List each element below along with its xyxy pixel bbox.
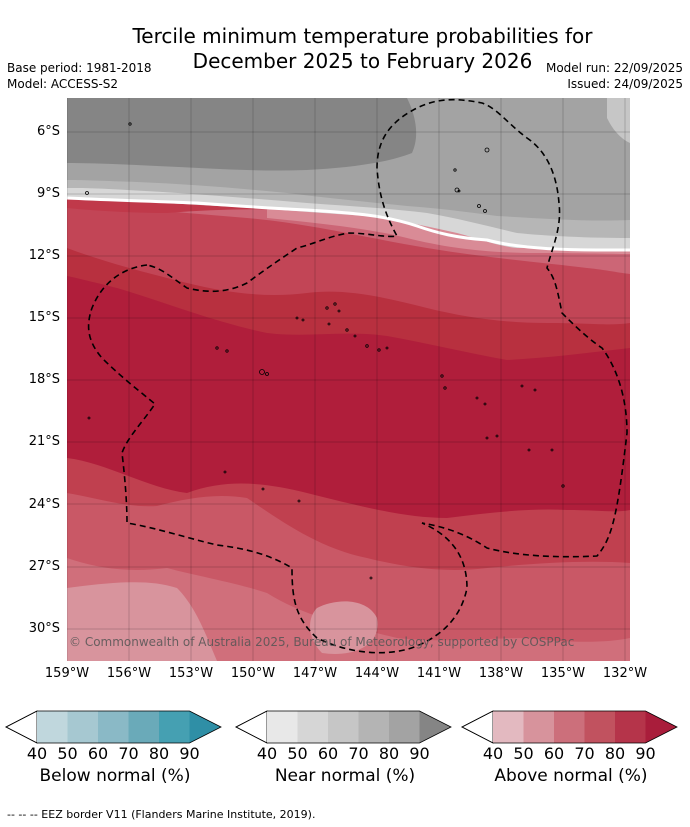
legend-title-near: Near normal (%)	[274, 766, 416, 786]
colorbar-near-highend	[419, 711, 451, 743]
copyright-text: © Commonwealth of Australia 2025, Bureau…	[69, 635, 574, 649]
colorbar-near-40	[267, 711, 298, 743]
colorbar-below-highend	[189, 711, 221, 743]
eez-borders	[87, 98, 628, 654]
tick-near-70: 70	[348, 744, 369, 763]
meta-left: Base period: 1981-2018 Model: ACCESS-S2	[7, 60, 152, 92]
band-south-east-pink	[310, 601, 378, 654]
tick-below-50: 50	[57, 744, 78, 763]
near-normal-dark-grey	[67, 98, 417, 171]
colorbar-near-50	[297, 711, 328, 743]
band-south-west-pink	[67, 582, 217, 661]
lat-label-6s: 6°S	[36, 124, 60, 139]
lon-label-159w: 159°W	[44, 666, 90, 681]
colorbar-above-80	[615, 711, 646, 743]
lat-label-12s: 12°S	[28, 248, 60, 263]
colorbar-above-40	[493, 711, 524, 743]
meta-right: Model run: 22/09/2025 Issued: 24/09/2025	[546, 60, 683, 92]
lat-label-21s: 21°S	[28, 434, 60, 449]
legend-near-normal: 40 50 60 70 80 90 Near normal (%)	[235, 710, 455, 786]
colorbar-near-lowend	[235, 710, 268, 744]
ticks-near-normal: 40 50 60 70 80 90	[235, 744, 455, 764]
lat-label-18s: 18°S	[28, 372, 60, 387]
tick-below-60: 60	[87, 744, 109, 763]
ticks-below-normal: 40 50 60 70 80 90	[5, 744, 225, 764]
tick-above-50: 50	[513, 744, 534, 763]
lon-label-132w: 132°W	[602, 666, 648, 681]
legend-title-below: Below normal (%)	[39, 766, 191, 786]
lon-label-156w: 156°W	[106, 666, 152, 681]
graticule	[67, 98, 630, 661]
colorbar-above-lowend	[461, 710, 494, 744]
lon-label-141w: 141°W	[416, 666, 462, 681]
lon-label-153w: 153°W	[168, 666, 214, 681]
tick-below-90: 90	[179, 744, 200, 763]
colorbar-below-60	[98, 711, 129, 743]
map-title: Tercile minimum temperature probabilitie…	[0, 24, 690, 74]
issued-date: Issued: 24/09/2025	[567, 77, 683, 91]
colorbar-near-80	[389, 711, 420, 743]
tick-above-80: 80	[604, 744, 626, 763]
white-transition-line	[67, 196, 630, 252]
colorbar-below-lowend	[5, 710, 38, 744]
legend-above-normal: 40 50 60 70 80 90 Above normal (%)	[461, 710, 681, 786]
islands	[85, 122, 565, 580]
colorbar-below-50	[67, 711, 98, 743]
near-normal-light-patch-east	[607, 98, 630, 143]
colorbar-above-normal	[461, 710, 678, 744]
lon-label-147w: 147°W	[292, 666, 338, 681]
colorbar-near-70	[358, 711, 389, 743]
lon-label-150w: 150°W	[230, 666, 276, 681]
tick-above-60: 60	[543, 744, 565, 763]
colorbar-below-normal	[5, 710, 222, 744]
tick-near-40: 40	[256, 744, 278, 763]
lon-label-144w: 144°W	[354, 666, 400, 681]
colorbar-below-70	[128, 711, 159, 743]
eez-french-polynesia	[87, 98, 628, 654]
eez-footnote: -- -- -- EEZ border V11 (Flanders Marine…	[7, 808, 316, 821]
tick-near-80: 80	[378, 744, 400, 763]
colorbar-near-normal	[235, 710, 452, 744]
base-period: Base period: 1981-2018	[7, 61, 152, 75]
lat-label-24s: 24°S	[28, 497, 60, 512]
legend-title-above: Above normal (%)	[494, 766, 648, 786]
tick-below-70: 70	[118, 744, 139, 763]
title-line-1: Tercile minimum temperature probabilitie…	[132, 24, 593, 48]
legend-below-normal: 40 50 60 70 80 90 Below normal (%)	[5, 710, 225, 786]
tick-near-90: 90	[409, 744, 430, 763]
tick-above-90: 90	[635, 744, 656, 763]
tick-near-50: 50	[287, 744, 308, 763]
colorbar-below-40	[37, 711, 68, 743]
tick-near-60: 60	[317, 744, 339, 763]
lat-label-30s: 30°S	[28, 621, 60, 636]
probability-map: © Commonwealth of Australia 2025, Bureau…	[67, 98, 630, 661]
band-south-pink	[67, 558, 630, 661]
lat-label-15s: 15°S	[28, 310, 60, 325]
title-line-2: December 2025 to February 2026	[192, 49, 533, 73]
lon-label-138w: 138°W	[478, 666, 524, 681]
tick-above-70: 70	[574, 744, 595, 763]
tick-above-40: 40	[482, 744, 504, 763]
band-north-red	[67, 248, 630, 360]
lat-label-9s: 9°S	[36, 186, 60, 201]
colorbar-near-60	[328, 711, 359, 743]
colorbar-above-highend	[645, 711, 677, 743]
colorbar-above-60	[554, 711, 585, 743]
lat-label-27s: 27°S	[28, 559, 60, 574]
colorbar-below-80	[159, 711, 190, 743]
ticks-above-normal: 40 50 60 70 80 90	[461, 744, 681, 764]
colorbar-above-50	[523, 711, 554, 743]
model-run: Model run: 22/09/2025	[545, 61, 683, 75]
lon-label-135w: 135°W	[540, 666, 586, 681]
colorbar-above-70	[584, 711, 615, 743]
model-name: Model: ACCESS-S2	[7, 77, 119, 91]
tick-below-40: 40	[26, 744, 48, 763]
tick-below-80: 80	[148, 744, 170, 763]
